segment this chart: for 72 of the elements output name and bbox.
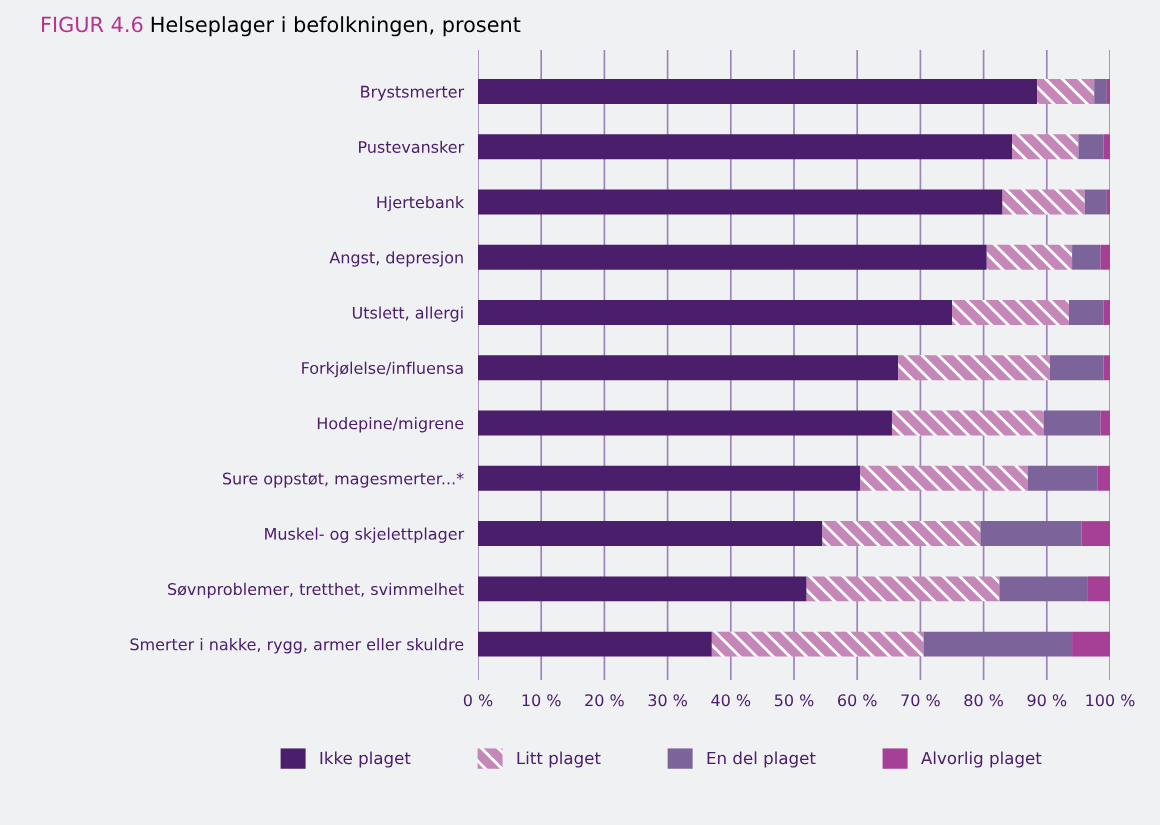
bar <box>1103 355 1110 381</box>
bar <box>711 631 924 657</box>
legend-label: Alvorlig plaget <box>921 751 1042 768</box>
bar <box>478 576 807 602</box>
bar <box>1084 189 1107 215</box>
y-tick-label: Muskel- og skjelettplager <box>265 527 465 543</box>
x-tick-label: 30 % <box>648 694 688 707</box>
legend-label: Litt plaget <box>517 751 601 768</box>
x-tick-label: 60 % <box>838 694 877 707</box>
bar <box>1106 189 1110 215</box>
x-tick-label: 100 % <box>1086 694 1135 707</box>
bar <box>1100 244 1110 270</box>
bar <box>1043 410 1101 436</box>
bar <box>1094 79 1107 104</box>
bar <box>806 576 1000 602</box>
x-tick-label: 20 % <box>585 694 624 707</box>
bar <box>1081 521 1110 546</box>
bar <box>898 355 1050 381</box>
bar <box>478 410 892 436</box>
bar <box>986 244 1073 270</box>
bar <box>1049 355 1104 381</box>
bar <box>1100 410 1110 436</box>
bar <box>478 465 861 491</box>
y-tick-label: Hjertebank <box>377 195 465 212</box>
y-tick-label: Brystsmerter <box>361 85 465 101</box>
bar <box>999 576 1088 602</box>
bar <box>822 521 981 546</box>
bar <box>1068 300 1104 325</box>
bar <box>1087 576 1110 602</box>
bar <box>1103 300 1110 325</box>
y-tick-label: Pustevansker <box>359 140 465 154</box>
x-tick-label: 80 % <box>964 694 1004 707</box>
bar <box>478 189 1003 215</box>
bar <box>1097 465 1110 491</box>
bar <box>923 631 1073 657</box>
y-tick-label: Angst, depresjon <box>329 251 463 267</box>
bar <box>1072 631 1110 657</box>
bar <box>1012 134 1079 160</box>
y-tick-label: Hodepine/migrene <box>317 416 464 433</box>
legend-label: En del plaget <box>707 751 816 768</box>
x-tick-label: 90 % <box>1027 694 1067 707</box>
bar <box>1103 134 1110 160</box>
x-tick-label: 70 % <box>901 694 940 707</box>
y-tick-label: Søvnproblemer, tretthet, svimmelhet <box>168 582 464 599</box>
bar <box>860 465 1028 491</box>
text: FIGUR 4.6 <box>42 16 143 33</box>
x-tick-label: 10 % <box>522 694 561 707</box>
bar <box>478 244 987 270</box>
bar <box>980 521 1082 546</box>
x-tick-label: 0 % <box>463 694 493 707</box>
y-tick-label: Utslett, allergi <box>352 306 463 322</box>
bar <box>1027 465 1098 491</box>
x-tick-label: 40 % <box>711 694 751 707</box>
chart-subtitle: Helseplager i befolkningen, prosent <box>151 16 521 37</box>
legend-label: Ikke plaget <box>320 751 411 768</box>
bar <box>478 134 1013 160</box>
bar <box>891 410 1044 436</box>
bar <box>478 521 823 546</box>
y-tick-label: Smerter i nakke, rygg, armer eller skuldre <box>130 638 464 654</box>
bar <box>478 79 1038 104</box>
bar <box>478 631 712 657</box>
bar <box>478 355 899 381</box>
y-tick-label: Sure oppstøt, magesmerter...* <box>222 472 464 488</box>
bar <box>1072 244 1101 270</box>
bar <box>952 300 1069 325</box>
y-tick-label: Forkjølelse/influensa <box>302 361 463 378</box>
bar <box>478 300 952 325</box>
bar <box>1106 79 1110 104</box>
bar <box>1002 189 1085 215</box>
bar <box>1078 134 1104 160</box>
bar <box>1037 79 1095 104</box>
x-tick-label: 50 % <box>774 694 814 707</box>
